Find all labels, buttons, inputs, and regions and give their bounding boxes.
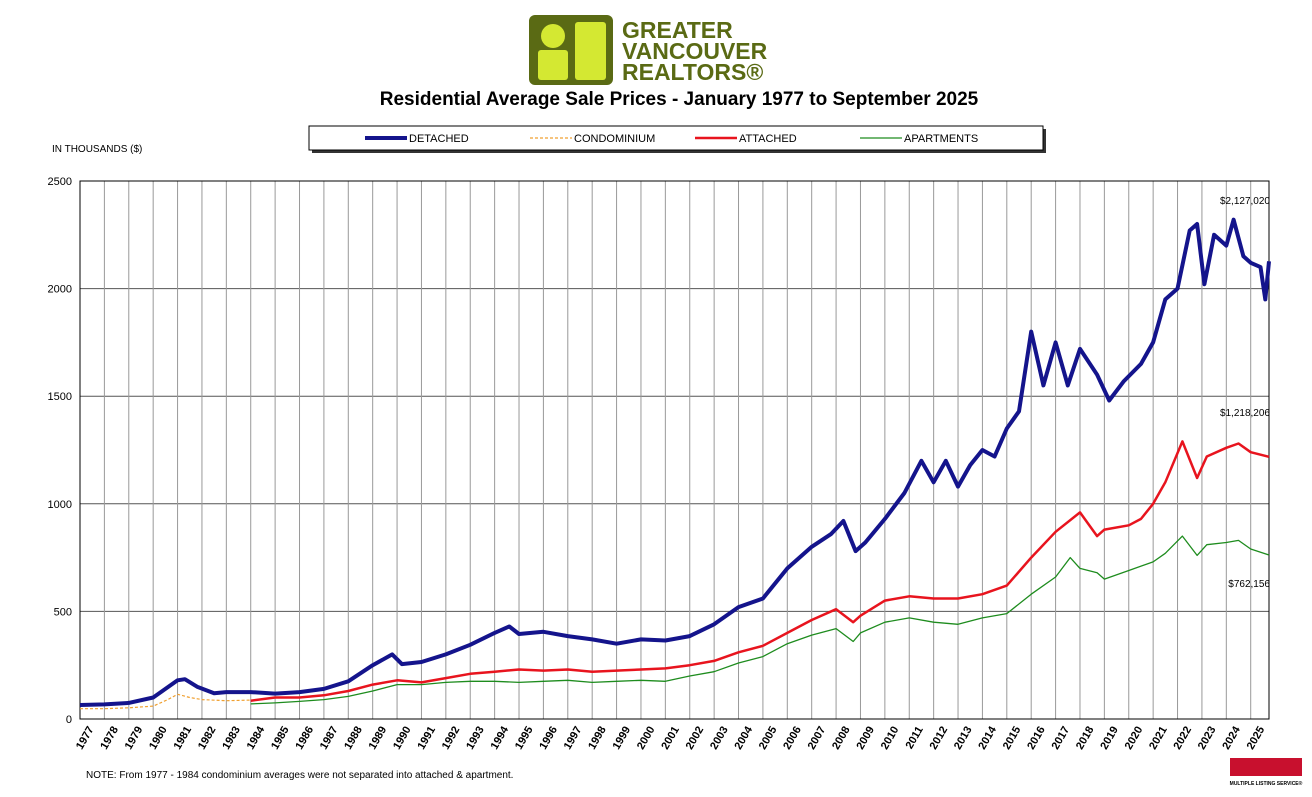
series-line bbox=[79, 217, 1271, 707]
logo-shape bbox=[575, 22, 606, 80]
x-tick-label: 2007 bbox=[806, 725, 829, 752]
legend-label: DETACHED bbox=[409, 133, 469, 145]
series-line bbox=[250, 535, 1270, 705]
x-tick-label: 2023 bbox=[1196, 725, 1219, 752]
x-tick-label: 1987 bbox=[318, 725, 341, 752]
x-tick-label: 2021 bbox=[1147, 725, 1170, 752]
x-tick-label: 1993 bbox=[464, 725, 487, 752]
legend-box bbox=[308, 125, 1044, 151]
y-tick-label: 500 bbox=[54, 606, 72, 618]
x-tick-label: 1997 bbox=[562, 725, 585, 752]
x-tick-label: 2010 bbox=[879, 725, 902, 752]
x-tick-label: 2012 bbox=[928, 725, 951, 752]
series-line bbox=[250, 440, 1270, 702]
x-tick-label: 2022 bbox=[1172, 725, 1195, 752]
logo-shape bbox=[541, 24, 565, 48]
x-tick-label: 1983 bbox=[220, 725, 243, 752]
mls-text: MULTIPLE LISTING SERVICE® bbox=[1230, 780, 1303, 787]
y-tick-label: 2000 bbox=[48, 284, 72, 296]
x-tick-label: 2009 bbox=[854, 725, 877, 752]
x-tick-label: 2005 bbox=[757, 725, 780, 752]
x-tick-label: 1985 bbox=[269, 725, 292, 752]
x-tick-label: 2015 bbox=[1001, 725, 1024, 752]
x-tick-label: 1977 bbox=[74, 725, 97, 752]
mls-box bbox=[1230, 758, 1302, 776]
x-tick-label: 1999 bbox=[611, 725, 634, 752]
x-tick-label: 1984 bbox=[245, 724, 268, 752]
x-tick-label: 1979 bbox=[123, 725, 146, 752]
x-tick-label: 2011 bbox=[904, 725, 926, 752]
y-tick-label: 2500 bbox=[48, 176, 72, 188]
x-tick-label: 2024 bbox=[1220, 724, 1243, 752]
x-tick-label: 2008 bbox=[830, 725, 853, 752]
x-tick-label: 1980 bbox=[147, 725, 170, 752]
annotation: $762,156 bbox=[1228, 579, 1270, 590]
x-tick-label: 1990 bbox=[391, 725, 414, 752]
annotation: $1,218,206 bbox=[1220, 408, 1270, 419]
chart-title: Residential Average Sale Prices - Januar… bbox=[380, 89, 979, 110]
x-tick-label: 2006 bbox=[781, 725, 804, 752]
plot-frame bbox=[79, 180, 1270, 720]
x-tick-label: 2014 bbox=[976, 724, 999, 752]
legend-label: APARTMENTS bbox=[904, 133, 978, 145]
x-tick-label: 2002 bbox=[684, 725, 707, 752]
x-tick-label: 2020 bbox=[1123, 725, 1146, 752]
x-tick-label: 1992 bbox=[440, 725, 463, 752]
x-tick-label: 2025 bbox=[1245, 725, 1268, 752]
x-tick-label: 2016 bbox=[1025, 725, 1048, 752]
x-tick-label: 1989 bbox=[367, 725, 390, 752]
logo-text: REALTORS® bbox=[622, 59, 763, 85]
y-tick-label: 1000 bbox=[48, 499, 72, 511]
legend-label: CONDOMINIUM bbox=[574, 133, 655, 145]
logo: GREATER VANCOUVER REALTORS® bbox=[529, 15, 768, 85]
logo-text: GREATER bbox=[622, 17, 733, 43]
y-axis-label: IN THOUSANDS ($) bbox=[52, 144, 142, 155]
annotation: $2,127,020 bbox=[1220, 196, 1270, 207]
x-tick-label: 1986 bbox=[293, 725, 316, 752]
x-tick-label: 1994 bbox=[489, 724, 512, 752]
logo-text: VANCOUVER bbox=[622, 38, 768, 64]
x-tick-label: 1998 bbox=[586, 725, 609, 752]
x-tick-label: 1981 bbox=[172, 725, 195, 752]
x-tick-label: 1996 bbox=[537, 725, 560, 752]
x-tick-label: 2000 bbox=[635, 725, 658, 752]
series-line bbox=[80, 693, 251, 710]
x-tick-label: 1982 bbox=[196, 725, 219, 752]
mls-logo: MULTIPLE LISTING SERVICE® bbox=[1230, 758, 1303, 787]
x-tick-label: 2004 bbox=[732, 724, 755, 752]
x-tick-label: 1991 bbox=[415, 725, 438, 752]
x-tick-label: 1978 bbox=[98, 725, 121, 752]
x-tick-label: 2019 bbox=[1098, 725, 1121, 752]
x-tick-label: 2013 bbox=[952, 725, 975, 752]
x-tick-label: 2018 bbox=[1074, 725, 1097, 752]
x-tick-label: 2003 bbox=[708, 725, 731, 752]
y-tick-label: 0 bbox=[66, 714, 72, 726]
x-tick-label: 1995 bbox=[513, 725, 536, 752]
x-tick-label: 2017 bbox=[1050, 725, 1073, 752]
y-tick-label: 1500 bbox=[48, 391, 72, 403]
logo-shape bbox=[538, 50, 568, 80]
note: NOTE: From 1977 - 1984 condominium avera… bbox=[86, 770, 513, 781]
x-tick-label: 2001 bbox=[659, 725, 682, 752]
x-tick-label: 1988 bbox=[342, 725, 365, 752]
legend-label: ATTACHED bbox=[739, 133, 797, 145]
